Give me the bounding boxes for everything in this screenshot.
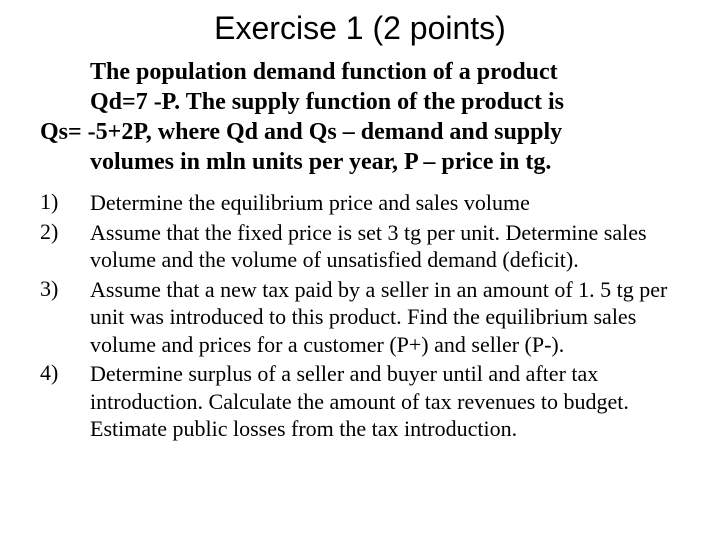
problem-statement: The population demand function of a prod… bbox=[40, 57, 680, 177]
list-item-text: Assume that a new tax paid by a seller i… bbox=[90, 276, 680, 361]
intro-line-3: Qs= -5+2P, where Qd and Qs – demand and … bbox=[40, 117, 680, 147]
list-item-number: 2) bbox=[40, 219, 90, 276]
list-item-text: Determine surplus of a seller and buyer … bbox=[90, 360, 680, 445]
list-item: 2) Assume that the fixed price is set 3 … bbox=[40, 219, 680, 276]
exercise-title: Exercise 1 (2 points) bbox=[40, 10, 680, 47]
question-list: 1) Determine the equilibrium price and s… bbox=[40, 189, 680, 445]
intro-line-2: Qd=7 -P. The supply function of the prod… bbox=[40, 87, 680, 117]
intro-line-4: volumes in mln units per year, P – price… bbox=[40, 147, 680, 177]
intro-line-1: The population demand function of a prod… bbox=[40, 57, 680, 87]
list-item: 1) Determine the equilibrium price and s… bbox=[40, 189, 680, 219]
list-item-number: 4) bbox=[40, 360, 90, 445]
list-item-number: 1) bbox=[40, 189, 90, 219]
list-item: 4) Determine surplus of a seller and buy… bbox=[40, 360, 680, 445]
list-item-text: Determine the equilibrium price and sale… bbox=[90, 189, 680, 219]
list-item-text: Assume that the fixed price is set 3 tg … bbox=[90, 219, 680, 276]
list-item: 3) Assume that a new tax paid by a selle… bbox=[40, 276, 680, 361]
list-item-number: 3) bbox=[40, 276, 90, 361]
